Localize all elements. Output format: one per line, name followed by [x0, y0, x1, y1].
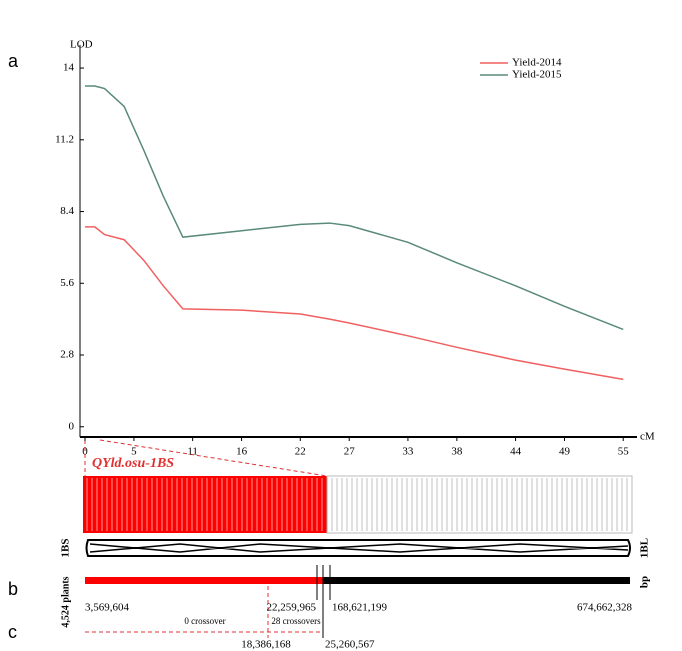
- panel-letter: a: [8, 51, 19, 71]
- position-label: 22,259,965: [267, 602, 317, 614]
- position-label: 674,662,328: [577, 602, 633, 614]
- chromosome: [85, 539, 631, 557]
- x-tick-label: 22: [295, 446, 306, 458]
- y-axis-label: LOD: [70, 39, 93, 51]
- panel-letter: b: [8, 579, 18, 599]
- chromosome-bar: [323, 577, 630, 584]
- position-label: 3,569,604: [85, 602, 130, 614]
- x-tick-label: 33: [402, 446, 414, 458]
- arm-label: 1BS: [60, 539, 72, 558]
- y-tick-label: 14: [63, 62, 75, 74]
- x-tick-label: 49: [559, 446, 571, 458]
- y-tick-label: 0: [69, 420, 75, 432]
- interval-label: 18,386,168: [241, 639, 291, 651]
- x-tick-label: 16: [236, 446, 248, 458]
- x-tick-label: 55: [618, 446, 630, 458]
- x-tick-label: 11: [187, 446, 198, 458]
- unit-label: bp: [639, 576, 651, 588]
- marker-columns: [86, 478, 628, 531]
- series-line: [85, 226, 624, 381]
- crossover-label: 0 crossover: [184, 616, 225, 626]
- x-tick-label: 38: [451, 446, 463, 458]
- x-tick-label: 0: [82, 446, 88, 458]
- plants-label: 4,524 plants: [60, 576, 71, 627]
- arm-label: 1BL: [639, 538, 651, 558]
- panel-letter: c: [8, 622, 17, 642]
- legend-label: Yield-2014: [512, 57, 562, 69]
- position-label: 168,621,199: [332, 602, 388, 614]
- y-tick-label: 8.4: [60, 205, 74, 217]
- interval-bar: [85, 577, 323, 584]
- series-line: [85, 85, 624, 331]
- x-tick-label: 27: [344, 446, 356, 458]
- crossover-label: 28 crossovers: [271, 616, 321, 626]
- y-tick-label: 5.6: [60, 277, 74, 289]
- legend-label: Yield-2015: [512, 69, 562, 81]
- y-tick-label: 11.2: [55, 133, 74, 145]
- y-tick-label: 2.8: [60, 349, 74, 361]
- qtl-label: QYld.osu-1BS: [92, 456, 174, 471]
- x-axis-label: cM: [640, 431, 655, 443]
- x-tick-label: 5: [131, 446, 137, 458]
- markers: [326, 475, 633, 534]
- x-tick-label: 44: [510, 446, 522, 458]
- zoom-line: [99, 439, 328, 477]
- qtl-markers: [83, 476, 327, 533]
- linkage: [89, 543, 629, 553]
- interval-label: 25,260,567: [325, 639, 375, 651]
